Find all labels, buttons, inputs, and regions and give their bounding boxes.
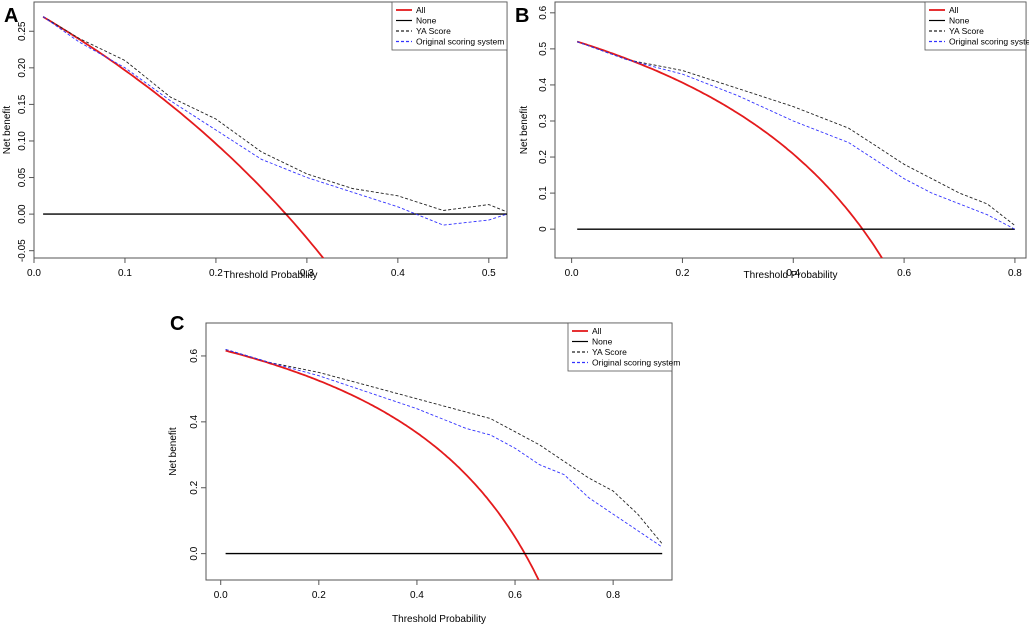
series-line-ya-score [577,41,1016,226]
plot-frame [205,322,673,581]
y-tick-label: 0.05 [17,167,28,187]
panel-label: C [170,313,184,335]
legend-entry: YA Score [416,26,451,36]
panel-label: A [4,5,18,27]
legend-entry: Original scoring system [416,37,504,47]
y-tick-label: 0.6 [189,349,200,363]
legend-entry: YA Score [949,26,984,36]
y-tick-label: 0.4 [538,78,549,92]
chart-panel-c: 0.0 0.2 0.4 0.6 0.8 0.0 0.2 0.4 0.6 Threshold Pro… [168,313,680,625]
x-axis-label: Threshold Probability [224,270,318,281]
y-tick-label: 0.10 [17,131,28,151]
chart-panel-a: 0.0 0.1 0.2 0.3 0.4 0.5 -0.05 0.00 0.05 0.10 0.15 0… [2,1,508,281]
y-tick-label: 0.00 [17,204,28,224]
legend-entry: YA Score [592,347,627,357]
x-tick-label: 0.0 [214,590,228,601]
y-tick-label: 0.5 [538,41,549,55]
x-tick-label: 0.6 [897,268,911,279]
series-line-all [576,40,884,258]
y-tick-label: 0.2 [189,480,200,494]
legend-entry: Original scoring system [949,37,1029,47]
y-tick-label: 0.0 [189,546,200,560]
series-line-original-scoring-system [225,348,663,548]
x-axis-label: Threshold Probability [744,270,838,281]
legend-entry: None [416,16,437,26]
x-tick-label: 0.2 [312,590,326,601]
x-tick-label: 0.8 [1008,268,1022,279]
series-line-ya-score [42,16,507,213]
legend-entry: All [416,5,426,15]
series-line-ya-score [225,348,663,545]
x-tick-label: 0.4 [410,590,424,601]
plot-frame [33,1,508,259]
x-tick-label: 0.4 [391,268,405,279]
x-tick-label: 0.8 [606,590,620,601]
chart-panel-b: 0.0 0.2 0.4 0.6 0.8 0 0.1 0.2 0.3 0.4 0.5 0.6 Thresh… [515,1,1029,281]
y-axis-label: Net benefit [168,427,179,476]
x-tick-label: 0.0 [27,268,41,279]
legend-entry: All [592,326,602,336]
legend-entry: None [592,337,613,347]
panel-label: B [515,5,529,27]
x-tick-label: 0.1 [118,268,132,279]
y-tick-label: 0.1 [538,186,549,200]
x-tick-label: 0.0 [565,268,579,279]
y-axis-label: Net benefit [519,106,530,155]
x-tick-label: 0.6 [508,590,522,601]
y-tick-label: -0.05 [17,239,28,262]
y-tick-label: 0.20 [17,58,28,78]
x-tick-label: 0.4 [786,268,800,279]
y-tick-label: 0.3 [538,114,549,128]
series-line-all [225,349,540,580]
y-tick-label: 0.25 [17,21,28,41]
x-axis-label: Threshold Probability [392,614,486,625]
y-tick-label: 0.4 [189,414,200,428]
x-tick-label: 0.2 [209,268,223,279]
x-tick-label: 0.2 [675,268,689,279]
plot-frame [554,1,1027,259]
y-tick-label: 0.2 [538,150,549,164]
legend-entry: All [949,5,959,15]
x-tick-label: 0.5 [482,268,496,279]
series-line-original-scoring-system [577,41,1016,230]
legend-entry: None [949,16,970,26]
y-tick-label: 0.6 [538,5,549,19]
y-tick-label: 0.15 [17,94,28,114]
y-axis-label: Net benefit [2,106,13,155]
x-tick-label: 0.3 [300,268,314,279]
y-tick-label: 0 [538,226,549,232]
series-line-original-scoring-system [42,16,507,226]
series-line-all [42,16,325,258]
legend-entry: Original scoring system [592,358,680,368]
